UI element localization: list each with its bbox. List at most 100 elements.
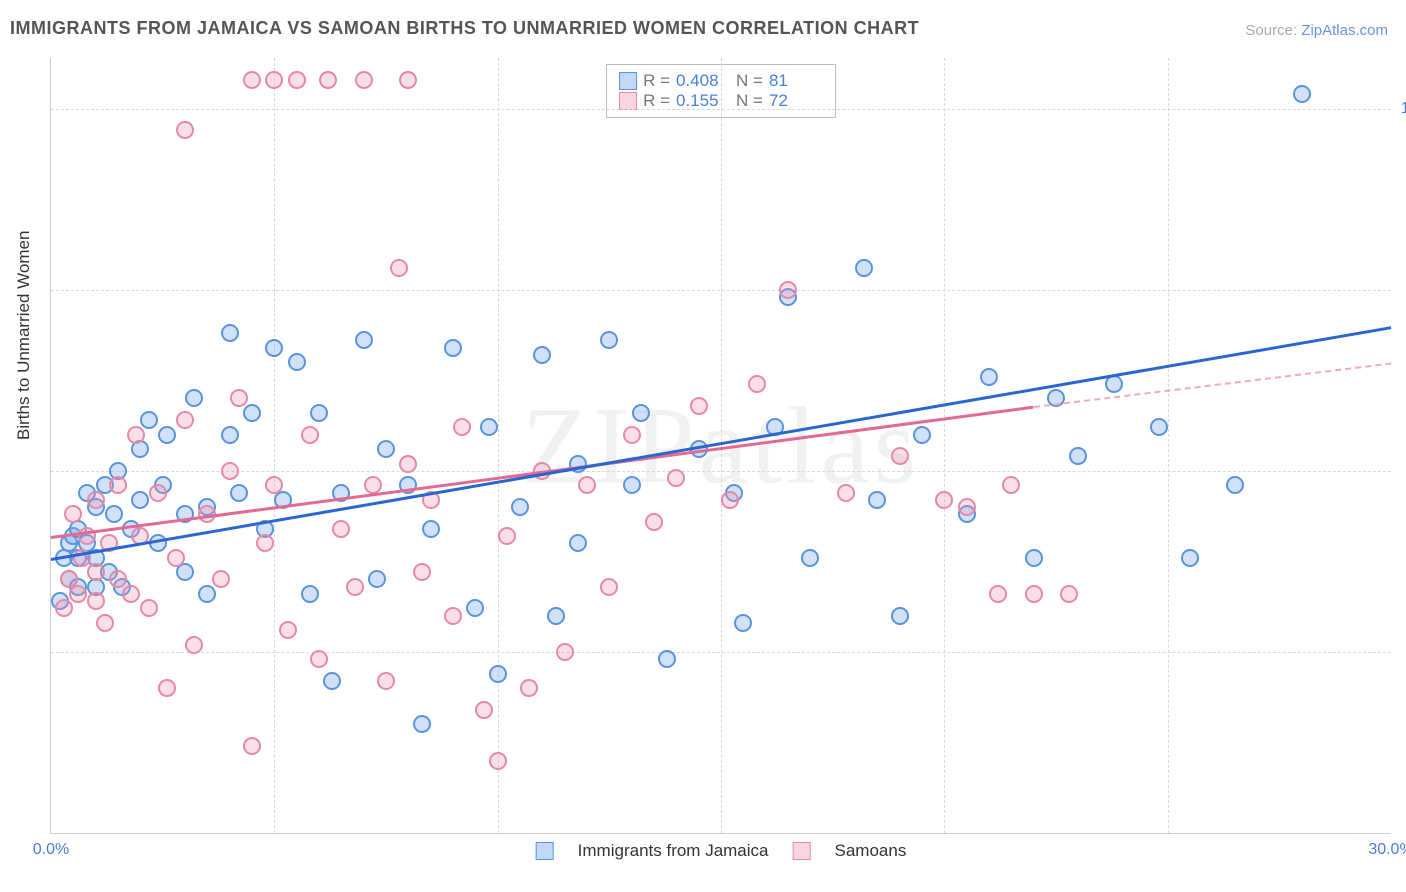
scatter-point	[301, 585, 319, 603]
scatter-point	[109, 476, 127, 494]
scatter-point	[1226, 476, 1244, 494]
source-link[interactable]: ZipAtlas.com	[1301, 22, 1388, 39]
x-gridline	[274, 58, 275, 833]
scatter-point	[221, 324, 239, 342]
r-label: R =	[643, 71, 670, 91]
y-tick-label: 100.0%	[1401, 100, 1406, 118]
scatter-point	[444, 607, 462, 625]
scatter-point	[667, 469, 685, 487]
trend-line	[1034, 362, 1392, 407]
scatter-point	[69, 585, 87, 603]
scatter-point	[212, 570, 230, 588]
scatter-point	[265, 71, 283, 89]
scatter-point	[346, 578, 364, 596]
scatter-point	[623, 476, 641, 494]
scatter-point	[623, 426, 641, 444]
scatter-point	[176, 121, 194, 139]
scatter-point	[734, 614, 752, 632]
scatter-point	[578, 476, 596, 494]
scatter-point	[288, 71, 306, 89]
scatter-point	[658, 650, 676, 668]
scatter-point	[453, 418, 471, 436]
scatter-point	[279, 621, 297, 639]
scatter-point	[87, 592, 105, 610]
n-value-0: 81	[769, 71, 823, 91]
legend-label-1: Samoans	[835, 841, 907, 861]
scatter-point	[243, 737, 261, 755]
series-legend: Immigrants from Jamaica Samoans	[536, 841, 907, 861]
scatter-point	[1060, 585, 1078, 603]
scatter-point	[1150, 418, 1168, 436]
scatter-point	[600, 331, 618, 349]
scatter-point	[256, 534, 274, 552]
scatter-point	[185, 636, 203, 654]
scatter-point	[185, 389, 203, 407]
scatter-point	[480, 418, 498, 436]
scatter-point	[221, 462, 239, 480]
scatter-point	[868, 491, 886, 509]
scatter-point	[721, 491, 739, 509]
scatter-point	[913, 426, 931, 444]
scatter-point	[368, 570, 386, 588]
scatter-point	[377, 440, 395, 458]
x-tick-label: 0.0%	[33, 841, 69, 859]
scatter-point	[310, 650, 328, 668]
scatter-point	[131, 491, 149, 509]
scatter-point	[1025, 585, 1043, 603]
plot-area: ZIPatlas R = 0.408 N = 81 R = 0.155 N = …	[50, 58, 1391, 834]
scatter-point	[837, 484, 855, 502]
scatter-point	[355, 331, 373, 349]
scatter-point	[355, 71, 373, 89]
scatter-point	[55, 599, 73, 617]
scatter-point	[230, 389, 248, 407]
scatter-point	[122, 585, 140, 603]
scatter-point	[109, 570, 127, 588]
scatter-point	[935, 491, 953, 509]
legend-swatch-1	[793, 842, 811, 860]
x-gridline	[721, 58, 722, 833]
scatter-point	[265, 476, 283, 494]
scatter-point	[422, 520, 440, 538]
swatch-blue	[619, 72, 637, 90]
scatter-point	[127, 426, 145, 444]
scatter-point	[230, 484, 248, 502]
source-label: Source: ZipAtlas.com	[1245, 22, 1388, 39]
scatter-point	[779, 281, 797, 299]
scatter-point	[377, 672, 395, 690]
scatter-point	[390, 259, 408, 277]
scatter-point	[87, 491, 105, 509]
scatter-point	[1181, 549, 1199, 567]
scatter-point	[158, 426, 176, 444]
scatter-point	[399, 455, 417, 473]
source-prefix: Source:	[1245, 22, 1297, 39]
x-gridline	[498, 58, 499, 833]
scatter-point	[980, 368, 998, 386]
scatter-point	[475, 701, 493, 719]
scatter-point	[958, 498, 976, 516]
x-gridline	[1168, 58, 1169, 833]
n-label: N =	[736, 71, 763, 91]
chart-title: IMMIGRANTS FROM JAMAICA VS SAMOAN BIRTHS…	[10, 18, 919, 39]
scatter-point	[64, 505, 82, 523]
scatter-point	[243, 404, 261, 422]
scatter-point	[1025, 549, 1043, 567]
scatter-point	[891, 607, 909, 625]
scatter-point	[198, 585, 216, 603]
scatter-point	[310, 404, 328, 422]
scatter-point	[140, 411, 158, 429]
scatter-point	[801, 549, 819, 567]
scatter-point	[533, 346, 551, 364]
scatter-point	[520, 679, 538, 697]
scatter-point	[645, 513, 663, 531]
scatter-point	[632, 404, 650, 422]
scatter-point	[221, 426, 239, 444]
scatter-point	[413, 715, 431, 733]
scatter-point	[690, 397, 708, 415]
chart-container: IMMIGRANTS FROM JAMAICA VS SAMOAN BIRTHS…	[0, 0, 1406, 892]
scatter-point	[323, 672, 341, 690]
scatter-point	[413, 563, 431, 581]
scatter-point	[466, 599, 484, 617]
scatter-point	[891, 447, 909, 465]
scatter-point	[399, 71, 417, 89]
scatter-point	[96, 614, 114, 632]
